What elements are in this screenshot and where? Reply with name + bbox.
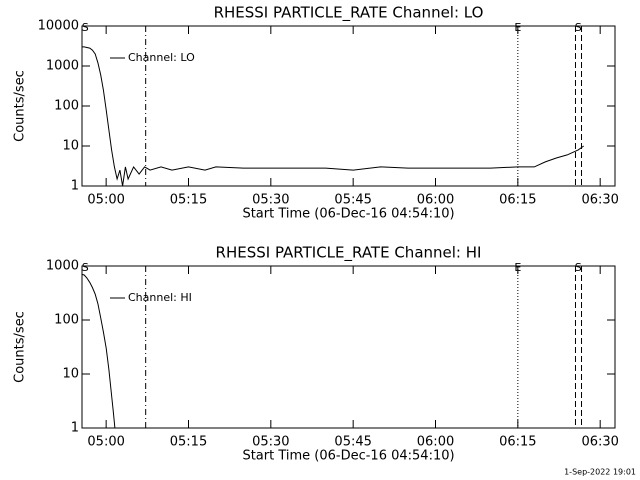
legend-label: Channel: HI [128,291,192,304]
x-tick-label: 05:00 [87,193,124,208]
x-tick-label: 06:30 [581,193,618,208]
x-tick-label: 05:30 [252,193,289,208]
x-tick-label: 05:30 [252,435,289,450]
x-tick-label: 05:45 [334,435,371,450]
flag-label: S [575,21,582,34]
flag-label: S [82,261,89,274]
x-tick-label: 06:00 [417,435,454,450]
y-axis-label: Counts/sec [13,70,28,142]
plot-frame [81,265,616,429]
data-line [82,46,584,187]
x-axis-label: Start Time (06-Dec-16 04:54:10) [242,207,454,222]
flag-label: S [575,261,582,274]
legend-label: Channel: LO [128,51,195,64]
y-tick-label: 10 [62,367,79,382]
x-tick-label: 05:15 [170,193,207,208]
y-tick-label: 100 [54,99,79,114]
x-tick-label: 05:15 [170,435,207,450]
y-tick-label: 1000 [46,59,79,74]
x-tick-label: 06:15 [499,435,536,450]
chart-title: RHESSI PARTICLE_RATE Channel: HI [216,244,482,263]
y-tick-label: 1 [71,179,79,194]
x-tick-label: 05:45 [334,193,371,208]
y-tick-label: 1 [71,421,79,436]
flag-label: E [514,261,521,274]
y-tick-label: 100 [54,313,79,328]
flag-label: E [514,21,521,34]
footer: 1-Sep-2022 19:01 [564,468,636,477]
x-tick-label: 05:00 [87,435,124,450]
x-tick-label: 06:15 [499,193,536,208]
y-axis-label: Counts/sec [13,311,28,383]
x-tick-label: 06:00 [417,193,454,208]
data-line [81,273,116,429]
y-tick-label: 10 [62,139,79,154]
x-axis-label: Start Time (06-Dec-16 04:54:10) [242,449,454,464]
flag-label: S [82,21,89,34]
chart-title: RHESSI PARTICLE_RATE Channel: LO [214,4,484,23]
y-tick-label: 10000 [38,19,79,34]
y-tick-label: 1000 [46,259,79,274]
x-tick-label: 06:30 [581,435,618,450]
